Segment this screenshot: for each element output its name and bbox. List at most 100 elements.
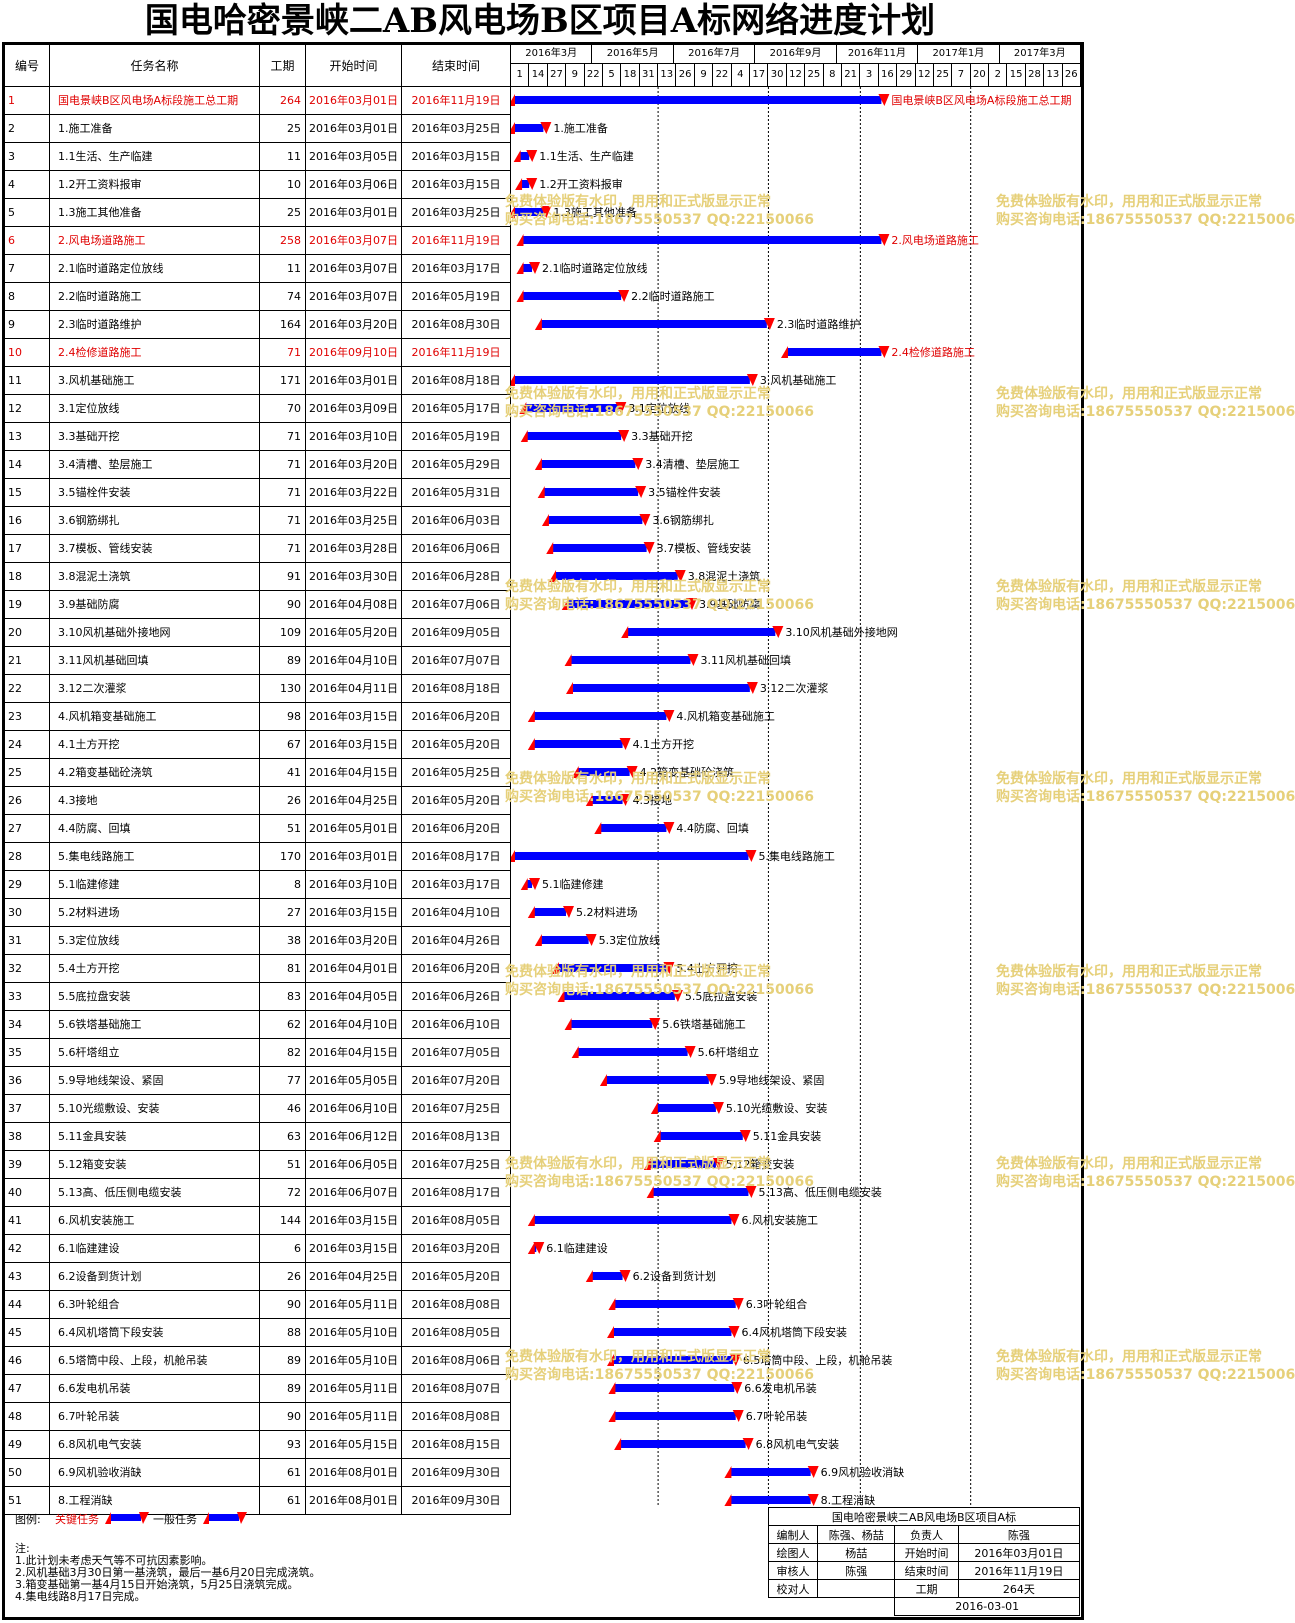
task-duration: 11 — [260, 255, 306, 282]
day-label: 3 — [860, 63, 879, 86]
task-duration: 71 — [260, 535, 306, 562]
bar-label: 4.3接地 — [633, 794, 673, 807]
table-row: 38 5.11金具安装 63 2016年06月12日 2016年08月13日 — [5, 1123, 511, 1151]
task-id: 32 — [5, 955, 50, 982]
gantt-bar: 3.11风机基础回填 — [564, 653, 791, 667]
table-row: 16 3.6钢筋绑扎 71 2016年03月25日 2016年06月03日 — [5, 507, 511, 535]
task-name: 5.13高、低压侧电缆安装 — [50, 1179, 260, 1206]
gantt-bar: 2.风电场道路施工 — [516, 233, 979, 247]
task-end: 2016年07月25日 — [402, 1095, 511, 1122]
note-4: 4.集电线路8月17日完成。 — [15, 1590, 146, 1603]
bar-label: 3.6钢筋绑扎 — [652, 513, 714, 527]
gantt-bar: 5.9导地线架设、紧固 — [599, 1073, 825, 1087]
chart-frame — [2, 42, 1084, 1620]
gantt-bar: 5.10光缆敷设、安装 — [650, 1101, 827, 1115]
task-id: 20 — [5, 619, 50, 646]
task-start: 2016年05月10日 — [306, 1319, 402, 1346]
task-start: 2016年06月07日 — [306, 1179, 402, 1206]
task-id: 18 — [5, 563, 50, 590]
bar-label: 5.6杆塔组立 — [698, 1045, 760, 1059]
task-end: 2016年05月17日 — [402, 395, 511, 422]
task-name: 5.6杆塔组立 — [50, 1039, 260, 1066]
legend-critical-label: 关键任务 — [55, 1513, 99, 1526]
gantt-bar: 6.风机安装施工 — [527, 1213, 818, 1227]
gantt-bar: 6.8风机电气安装 — [614, 1437, 839, 1451]
table-row: 9 2.3临时道路维护 164 2016年03月20日 2016年08月30日 — [5, 311, 511, 339]
task-duration: 264 — [260, 87, 306, 114]
task-id: 50 — [5, 1459, 50, 1486]
bar-label: 6.3叶轮组合 — [746, 1297, 808, 1311]
legend-normal-label: 一般任务 — [153, 1513, 197, 1526]
task-end: 2016年05月19日 — [402, 283, 511, 310]
task-name: 6.5塔筒中段、上段，机舱吊装 — [50, 1347, 260, 1374]
task-name: 5.12箱变安装 — [50, 1151, 260, 1178]
task-id: 17 — [5, 535, 50, 562]
bar-label: 5.9导地线架设、紧固 — [719, 1073, 825, 1087]
gantt-bar: 5.4土方开挖 — [551, 961, 738, 975]
task-start: 2016年03月20日 — [306, 927, 402, 954]
task-duration: 26 — [260, 1263, 306, 1290]
task-id: 21 — [5, 647, 50, 674]
bar-label: 4.1土方开挖 — [633, 737, 695, 751]
note-1: 1.此计划未考虑天气等不可抗因素影响。 — [15, 1554, 213, 1567]
task-duration: 90 — [260, 591, 306, 618]
task-end: 2016年08月17日 — [402, 1179, 511, 1206]
task-duration: 71 — [260, 507, 306, 534]
info-duration-label: 工期 — [894, 1579, 959, 1598]
task-duration: 51 — [260, 1151, 306, 1178]
bar-label: 5.2材料进场 — [576, 905, 638, 919]
gantt-bar: 4.1土方开挖 — [527, 737, 695, 751]
day-label: 13 — [658, 63, 677, 86]
gantt-bar: 5.13高、低压侧电缆安装 — [646, 1185, 882, 1199]
task-id: 24 — [5, 731, 50, 758]
task-duration: 61 — [260, 1487, 306, 1514]
table-row: 15 3.5锚栓件安装 71 2016年03月22日 2016年05月31日 — [5, 479, 511, 507]
task-duration: 258 — [260, 227, 306, 254]
table-row: 46 6.5塔筒中段、上段，机舱吊装 89 2016年05月10日 2016年08月06… — [5, 1347, 511, 1375]
task-name: 2.风电场道路施工 — [50, 227, 260, 254]
day-label: 25 — [934, 63, 953, 86]
gantt-bars: 国电景峡B区风电场A标段施工总工期 1.施工准备 1.1生活、生产临建 1.2开工资料… — [511, 87, 1071, 1507]
info-manager-label: 负责人 — [894, 1525, 959, 1544]
task-end: 2016年11月19日 — [402, 87, 511, 114]
task-end: 2016年06月26日 — [402, 983, 511, 1010]
task-id: 8 — [5, 283, 50, 310]
task-id: 37 — [5, 1095, 50, 1122]
task-id: 38 — [5, 1123, 50, 1150]
info-drawer-label: 绘图人 — [767, 1543, 819, 1562]
table-row: 48 6.7叶轮吊装 90 2016年05月11日 2016年08月08日 — [5, 1403, 511, 1431]
bar-label: 6.2设备到货计划 — [633, 1269, 717, 1283]
task-start: 2016年04月10日 — [306, 1011, 402, 1038]
watermark: 免费体验版有水印，用用和正式版显示正常 购买咨询电话:18675550537 QQ… — [996, 579, 1295, 613]
info-editor: 陈强、杨喆 — [817, 1525, 896, 1544]
gantt-bar: 5.12箱变安装 — [643, 1157, 794, 1171]
watermark: 免费体验版有水印，用用和正式版显示正常 购买咨询电话:18675550537 QQ… — [505, 579, 814, 613]
task-start: 2016年06月12日 — [306, 1123, 402, 1150]
info-checker — [817, 1579, 896, 1598]
day-label: 5 — [603, 63, 622, 86]
task-start: 2016年04月10日 — [306, 647, 402, 674]
header-duration: 工期 — [260, 45, 306, 87]
table-row: 31 5.3定位放线 38 2016年03月20日 2016年04月26日 — [5, 927, 511, 955]
gantt-bar: 1.施工准备 — [511, 121, 608, 135]
task-duration: 91 — [260, 563, 306, 590]
task-id: 5 — [5, 199, 50, 226]
gantt-bar: 3.8混泥土浇筑 — [549, 569, 760, 583]
task-start: 2016年03月07日 — [306, 255, 402, 282]
task-duration: 71 — [260, 339, 306, 366]
table-row: 47 6.6发电机吊装 89 2016年05月11日 2016年08月07日 — [5, 1375, 511, 1403]
gantt-bar: 3.1定位放线 — [519, 401, 690, 415]
table-row: 11 3.风机基础施工 171 2016年03月01日 2016年08月18日 — [5, 367, 511, 395]
task-end: 2016年07月20日 — [402, 1067, 511, 1094]
task-start: 2016年03月20日 — [306, 451, 402, 478]
bar-label: 6.9风机验收消缺 — [821, 1465, 905, 1479]
table-row: 26 4.3接地 26 2016年04月25日 2016年05月20日 — [5, 787, 511, 815]
legend-normal-bar — [203, 1512, 247, 1524]
table-row: 4 1.2开工资料报审 10 2016年03月06日 2016年03月15日 — [5, 171, 511, 199]
task-end: 2016年03月17日 — [402, 871, 511, 898]
month-label: 2016年3月 — [511, 45, 593, 63]
task-id: 16 — [5, 507, 50, 534]
task-end: 2016年05月20日 — [402, 787, 511, 814]
task-name: 3.3基础开挖 — [50, 423, 260, 450]
task-duration: 144 — [260, 1207, 306, 1234]
